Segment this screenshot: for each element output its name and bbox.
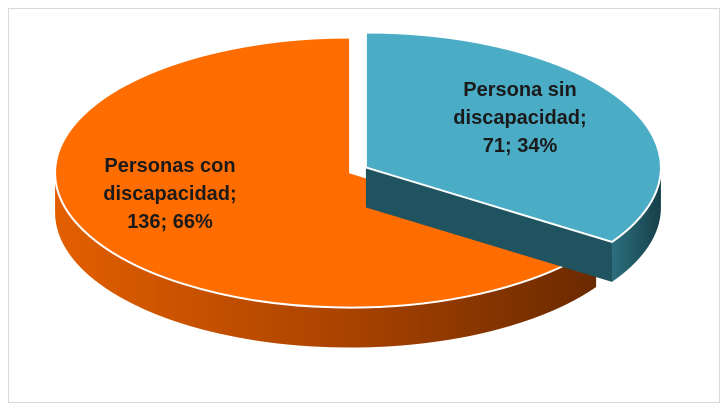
label-line: 71; 34% [482,135,558,157]
slice-personas-con-discapacidad [54,36,598,309]
data-label-persona-sin-discapacidad: Persona sin discapacidad; 71; 34% [440,76,600,160]
label-line: Personas con [104,155,236,177]
label-line: discapacidad; [453,107,587,129]
slice-persona-sin-discapacidad [364,31,662,243]
slice-side-personas-con-discapacidad [55,172,597,348]
data-label-personas-con-discapacidad: Personas con discapacidad; 136; 66% [80,152,260,236]
slice-cut-persona-sin-discapacidad [365,167,612,282]
label-line: discapacidad; [103,183,237,205]
label-line: 136; 66% [127,211,213,233]
slice-side-persona-sin-discapacidad [611,167,661,282]
label-line: Persona sin [463,79,577,101]
